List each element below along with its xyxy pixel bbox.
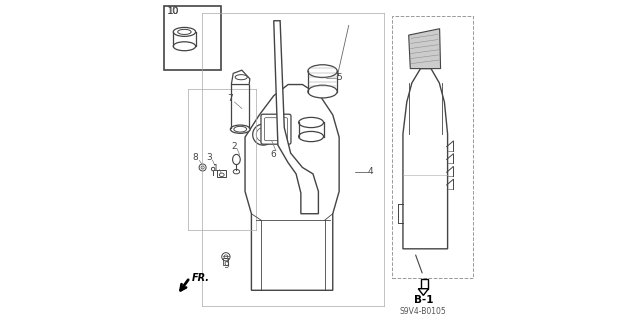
Text: S9V4-B0105: S9V4-B0105 bbox=[400, 307, 447, 315]
Polygon shape bbox=[274, 21, 319, 214]
Polygon shape bbox=[245, 85, 339, 290]
Ellipse shape bbox=[220, 173, 224, 177]
Text: 9: 9 bbox=[223, 261, 229, 270]
Bar bbox=[421, 279, 428, 289]
Ellipse shape bbox=[230, 125, 250, 133]
Ellipse shape bbox=[308, 65, 337, 78]
Circle shape bbox=[256, 128, 270, 142]
Ellipse shape bbox=[233, 169, 239, 174]
Text: 3: 3 bbox=[206, 153, 212, 162]
Ellipse shape bbox=[308, 85, 337, 98]
Polygon shape bbox=[231, 70, 250, 85]
Text: 10: 10 bbox=[167, 6, 179, 16]
Circle shape bbox=[201, 166, 204, 169]
Circle shape bbox=[221, 253, 230, 261]
Text: 1: 1 bbox=[214, 164, 219, 173]
Text: 10: 10 bbox=[168, 7, 180, 16]
Ellipse shape bbox=[299, 131, 323, 142]
Ellipse shape bbox=[235, 75, 247, 80]
Text: 5: 5 bbox=[337, 73, 342, 82]
Text: 6: 6 bbox=[270, 150, 276, 159]
Text: B-1: B-1 bbox=[413, 295, 433, 305]
Text: FR.: FR. bbox=[192, 272, 210, 283]
Text: 8: 8 bbox=[193, 153, 198, 162]
Ellipse shape bbox=[211, 167, 215, 171]
Circle shape bbox=[199, 164, 206, 171]
Polygon shape bbox=[403, 69, 447, 249]
Ellipse shape bbox=[173, 42, 196, 51]
Text: 2: 2 bbox=[231, 142, 237, 151]
Circle shape bbox=[253, 124, 274, 145]
Ellipse shape bbox=[299, 117, 323, 128]
Circle shape bbox=[224, 255, 228, 259]
FancyBboxPatch shape bbox=[261, 114, 291, 144]
Polygon shape bbox=[419, 289, 428, 295]
Bar bbox=[164, 6, 221, 70]
Ellipse shape bbox=[173, 27, 196, 36]
Ellipse shape bbox=[232, 154, 240, 165]
Polygon shape bbox=[409, 29, 440, 69]
Text: 4: 4 bbox=[367, 167, 373, 176]
Ellipse shape bbox=[234, 126, 246, 132]
Bar bbox=[392, 16, 473, 278]
Bar bbox=[218, 170, 226, 177]
Ellipse shape bbox=[178, 29, 191, 34]
Text: 7: 7 bbox=[227, 94, 233, 103]
Bar bbox=[223, 258, 228, 265]
